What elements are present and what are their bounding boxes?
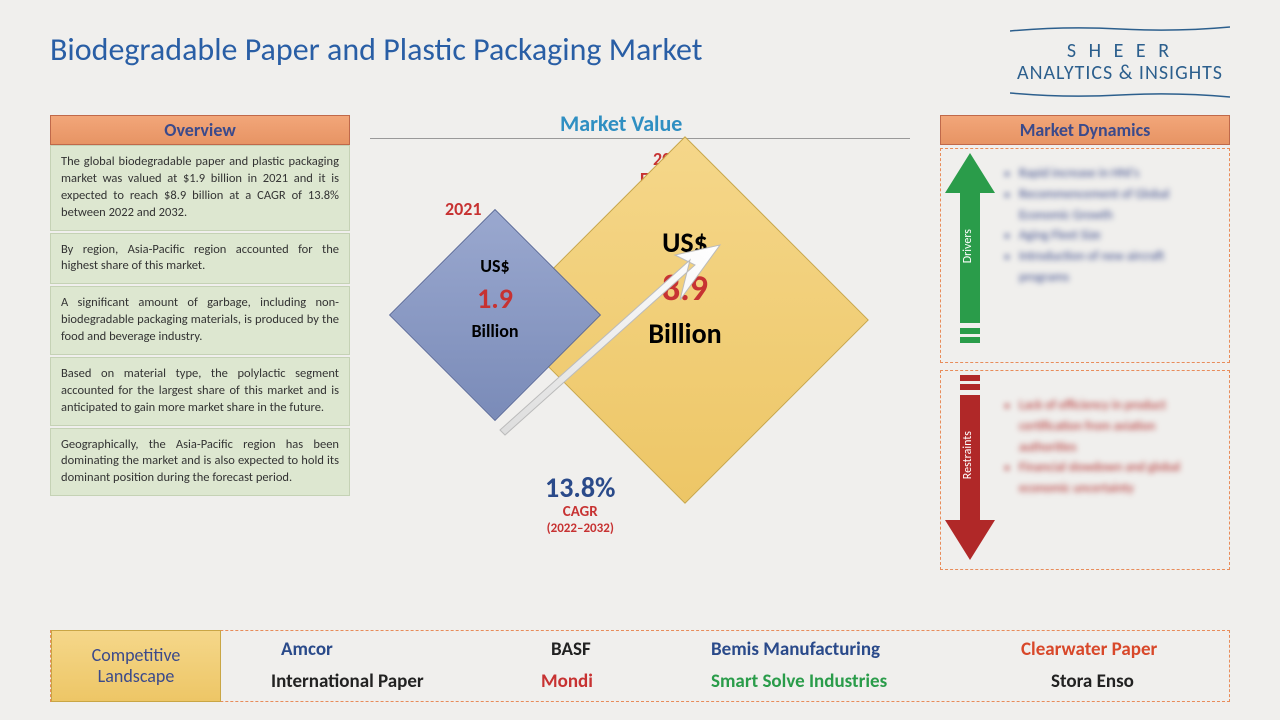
drivers-box: Drivers Rapid increase in HNI's Recommen… [940,148,1230,363]
year-2021-label: 2021 [445,198,482,220]
logo-line1: S H E E R [1010,39,1230,63]
company-name: BASF [551,638,591,661]
brand-logo: S H E E R ANALYTICS & INSIGHTS [1010,20,1230,104]
company-name: Bemis Manufacturing [711,638,880,661]
overview-item: Based on material type, the polylactic s… [50,357,350,426]
company-name: Amcor [281,638,333,661]
overview-header: Overview [50,115,350,145]
company-name: Mondi [541,670,593,693]
dynamics-header: Market Dynamics [940,115,1230,145]
page-title: Biodegradable Paper and Plastic Packagin… [50,30,703,69]
competitive-label: CompetitiveLandscape [51,630,221,702]
restraints-label: Restraints [961,431,975,479]
company-name: International Paper [271,670,424,693]
overview-item: The global biodegradable paper and plast… [50,145,350,231]
drivers-label: Drivers [961,229,975,263]
growth-arrow-icon [480,240,740,440]
company-name: Smart Solve Industries [711,670,887,693]
company-names: Amcor BASF Bemis Manufacturing Clearwater P… [221,630,1229,702]
restraints-list: Lack of efficiency in product certificat… [1003,396,1213,500]
overview-list: The global biodegradable paper and plast… [50,145,350,496]
company-name: Clearwater Paper [1021,638,1157,661]
overview-item: By region, Asia-Pacific region accounted… [50,233,350,285]
cagr-block: 13.8% CAGR (2022–2032) [545,470,615,536]
market-value-label: Market Value [560,110,682,137]
overview-item: A significant amount of garbage, includi… [50,286,350,355]
competitive-landscape: CompetitiveLandscape Amcor BASF Bemis Manu… [50,630,1230,702]
company-name: Stora Enso [1051,670,1134,693]
restraints-box: Restraints Lack of efficiency in product… [940,370,1230,570]
overview-item: Geographically, the Asia-Pacific region … [50,428,350,497]
drivers-list: Rapid increase in HNI's Recommencement o… [1003,164,1213,289]
divider [370,138,910,139]
logo-line2: ANALYTICS & INSIGHTS [1010,61,1230,85]
